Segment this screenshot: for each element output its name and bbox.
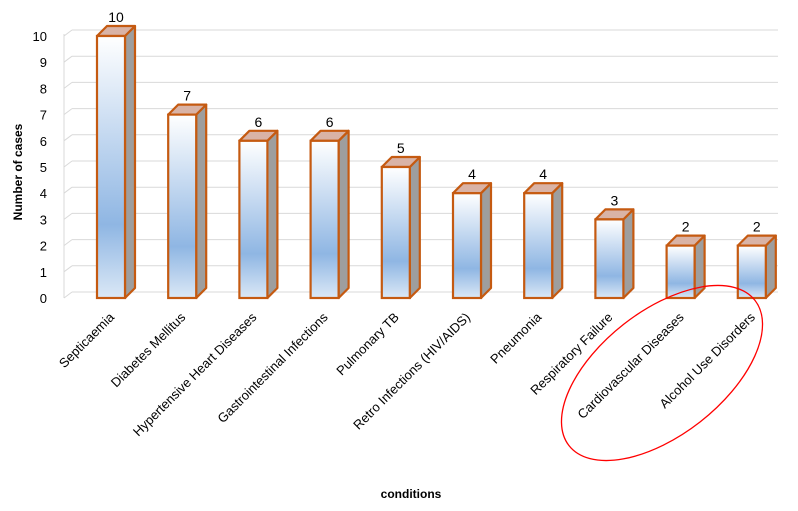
x-tick-label: Septicaemia: [56, 309, 118, 371]
y-tick-label: 0: [40, 291, 47, 306]
x-axis-title: conditions: [381, 487, 442, 501]
bar-side-face: [622, 208, 635, 300]
x-tick-label: Pulmonary TB: [333, 310, 402, 379]
bar-front-face: [95, 34, 127, 300]
bar-side-face: [195, 103, 208, 300]
y-tick-label: 10: [33, 29, 47, 44]
gridline-depth: [63, 265, 73, 273]
data-label: 6: [326, 114, 334, 130]
gridline-depth: [63, 134, 73, 142]
bar: [523, 182, 564, 300]
x-tick-label: Hypertensive Heart Diseases: [130, 309, 260, 439]
y-tick-label: 9: [40, 55, 47, 70]
bar: [665, 234, 706, 300]
gridline-depth: [63, 55, 73, 63]
gridline-depth: [63, 160, 73, 168]
x-tick-label: Diabetes Mellitus: [108, 309, 189, 390]
data-label: 10: [108, 9, 124, 25]
x-tick-label: Pneumonia: [487, 309, 545, 367]
bar-side-face: [266, 129, 279, 300]
y-tick-label: 8: [40, 81, 47, 96]
gridline-depth: [63, 291, 73, 299]
bar: [380, 155, 421, 300]
bar: [736, 234, 777, 300]
bar-front-face: [167, 113, 198, 300]
bar: [238, 129, 279, 300]
bar: [594, 208, 635, 300]
data-label: 2: [753, 219, 761, 235]
bar: [95, 24, 137, 300]
y-tick-label: 6: [40, 134, 47, 149]
bar-side-face: [551, 182, 564, 300]
bar: [167, 103, 208, 300]
y-axis-title: Number of cases: [11, 123, 25, 220]
gridline-depth: [63, 212, 73, 220]
data-label: 6: [255, 114, 263, 130]
y-tick-label: 2: [40, 239, 47, 254]
bar-front-face: [238, 139, 269, 300]
y-tick-label: 7: [40, 108, 47, 123]
data-labels: 10 7 6 6 5 4 4 3 2 2: [108, 9, 761, 235]
bar: [451, 182, 493, 300]
y-tick-label: 5: [40, 160, 47, 175]
y-tick-label: 4: [40, 186, 47, 201]
data-label: 2: [682, 219, 690, 235]
bars: [95, 24, 777, 300]
bar-front-face: [380, 165, 411, 300]
data-label: 7: [183, 88, 191, 104]
data-label: 4: [468, 166, 476, 182]
gridline-depth: [63, 239, 73, 247]
gridline-depth: [63, 108, 73, 115]
bar-side-face: [408, 155, 421, 300]
bar-side-face: [123, 24, 137, 300]
bar-side-face: [337, 129, 350, 300]
gridline-depth: [63, 82, 73, 89]
bar-front-face: [309, 139, 340, 300]
highlight-ellipse: [560, 284, 764, 462]
y-axis-ticks: 0 1 2 3 4 5 6 7 8 9 10: [33, 29, 47, 306]
bar: [309, 129, 350, 300]
x-tick-label: Retro Infections (HIV/AIDS): [350, 310, 473, 433]
bar-front-face: [523, 192, 554, 300]
bar-front-face: [665, 244, 696, 300]
gridline-depth: [63, 186, 73, 194]
data-label: 5: [397, 140, 405, 156]
data-label: 4: [539, 166, 547, 182]
gridline-depth: [63, 29, 73, 37]
y-tick-label: 3: [40, 212, 47, 227]
y-tick-label: 1: [40, 265, 47, 280]
bar-front-face: [451, 192, 483, 300]
data-label: 3: [611, 192, 619, 208]
bar-front-face: [736, 244, 767, 300]
bar-front-face: [594, 218, 625, 300]
bar-side-face: [479, 182, 493, 300]
